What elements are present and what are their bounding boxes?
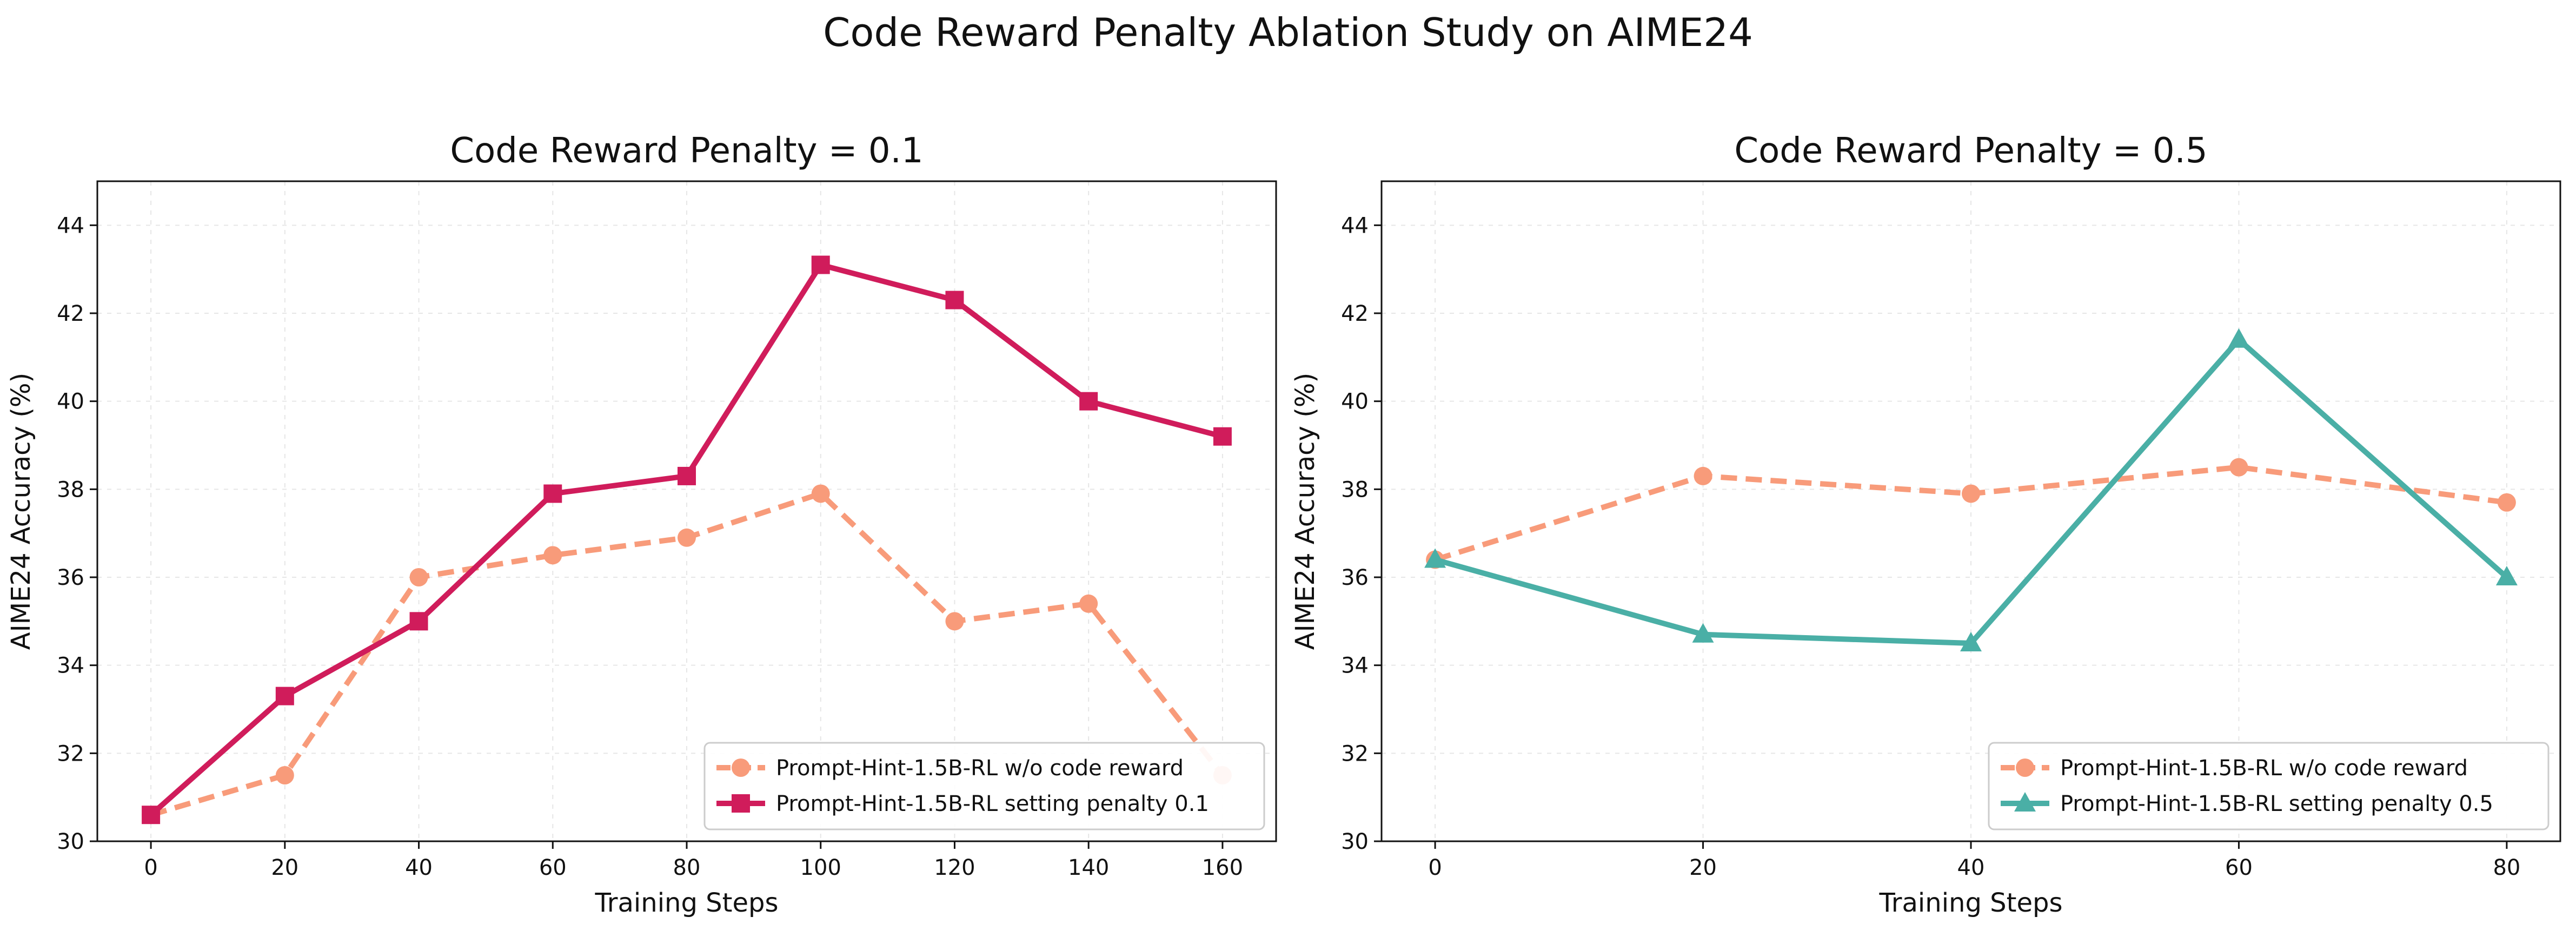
legend-item: Prompt-Hint-1.5B-RL setting penalty 0.5 <box>2001 792 2493 816</box>
data-point <box>678 528 696 547</box>
data-point <box>945 612 964 631</box>
data-point <box>1692 623 1714 643</box>
legend-marker <box>2014 792 2036 812</box>
legend-marker <box>2016 758 2034 777</box>
x-tick-label: 60 <box>539 855 567 880</box>
data-point <box>1424 548 1446 568</box>
x-tick-label: 40 <box>405 855 433 880</box>
x-tick-label: 160 <box>1202 855 1243 880</box>
x-tick-label: 40 <box>1957 855 1985 880</box>
y-tick-label: 36 <box>1341 565 1369 590</box>
y-tick-label: 32 <box>1341 741 1369 766</box>
series-2 <box>142 255 1232 825</box>
y-tick-label: 40 <box>1341 390 1369 414</box>
data-point <box>811 484 830 503</box>
data-point <box>275 766 294 784</box>
x-tick-label: 120 <box>934 855 975 880</box>
figure-title: Code Reward Penalty Ablation Study on AI… <box>823 10 1753 55</box>
data-point <box>945 291 964 309</box>
legend: Prompt-Hint-1.5B-RL w/o code reward Promp… <box>703 742 1265 830</box>
data-point <box>1079 594 1098 613</box>
data-point <box>275 687 294 705</box>
x-tick-label: 20 <box>1689 855 1717 880</box>
legend-box <box>703 742 1265 830</box>
y-axis-label: AIME24 Accuracy (%) <box>1290 373 1320 650</box>
legend-label: Prompt-Hint-1.5B-RL w/o code reward <box>776 756 1184 781</box>
chart-penalty-0-5: Code Reward Penalty = 0.5 0 20 40 60 80 30 32 34… <box>1290 131 2561 918</box>
data-point <box>409 568 428 586</box>
subplot-title: Code Reward Penalty = 0.1 <box>450 131 923 171</box>
x-tick-label: 0 <box>144 855 157 880</box>
legend-label: Prompt-Hint-1.5B-RL w/o code reward <box>2060 756 2468 781</box>
y-tick-label: 38 <box>57 477 84 502</box>
y-tick-label: 44 <box>57 213 84 238</box>
data-point <box>2497 493 2516 512</box>
data-point <box>409 612 428 631</box>
y-tick-label: 44 <box>1341 213 1369 238</box>
legend: Prompt-Hint-1.5B-RL w/o code reward Promp… <box>1988 742 2550 830</box>
y-tick-label: 40 <box>57 390 84 414</box>
x-axis-label: Training Steps <box>1879 888 2063 918</box>
legend-item: Prompt-Hint-1.5B-RL w/o code reward <box>716 756 1184 781</box>
data-point <box>142 806 161 825</box>
y-tick-label: 30 <box>1341 829 1369 854</box>
legend-label: Prompt-Hint-1.5B-RL setting penalty 0.5 <box>2060 792 2493 816</box>
y-axis-label: AIME24 Accuracy (%) <box>6 373 36 650</box>
legend-label: Prompt-Hint-1.5B-RL setting penalty 0.1 <box>776 792 1209 816</box>
data-point <box>1960 632 1982 651</box>
data-point <box>1079 392 1098 411</box>
data-point <box>2495 566 2518 585</box>
x-tick-label: 100 <box>800 855 841 880</box>
y-tick-label: 32 <box>57 741 84 766</box>
data-point <box>2229 458 2248 477</box>
y-tick-label: 38 <box>1341 477 1369 502</box>
plot-frame <box>96 180 1277 842</box>
data-point <box>1962 484 1980 503</box>
y-tick-label: 42 <box>57 301 84 326</box>
y-tick-label: 36 <box>57 565 84 590</box>
data-point <box>1694 466 1712 485</box>
x-tick-label: 0 <box>1428 855 1442 880</box>
legend-marker <box>732 758 750 777</box>
y-tick-label: 42 <box>1341 301 1369 326</box>
y-tick-label: 34 <box>1341 654 1369 678</box>
x-tick-label: 80 <box>2493 855 2520 880</box>
data-point <box>1213 427 1232 446</box>
x-tick-label: 80 <box>673 855 701 880</box>
data-point <box>811 255 830 274</box>
x-tick-label: 20 <box>271 855 298 880</box>
x-axis-label: Training Steps <box>595 888 779 918</box>
x-tick-label: 140 <box>1068 855 1109 880</box>
data-point <box>678 466 696 485</box>
legend-marker <box>732 794 750 813</box>
y-tick-label: 34 <box>57 654 84 678</box>
chart-penalty-0-1: Code Reward Penalty = 0.1 0 20 40 60 80 100 120… <box>6 131 1277 918</box>
data-point <box>543 546 562 565</box>
series-2 <box>1424 328 2518 651</box>
x-tick-label: 60 <box>2225 855 2253 880</box>
legend-item: Prompt-Hint-1.5B-RL w/o code reward <box>2001 756 2468 781</box>
data-point <box>2228 328 2250 348</box>
subplot-title: Code Reward Penalty = 0.5 <box>1734 131 2207 171</box>
data-point <box>543 484 562 503</box>
legend-item: Prompt-Hint-1.5B-RL setting penalty 0.1 <box>716 792 1209 816</box>
legend-box <box>1988 742 2550 830</box>
plot-frame <box>1380 180 2561 842</box>
y-tick-label: 30 <box>57 829 84 854</box>
